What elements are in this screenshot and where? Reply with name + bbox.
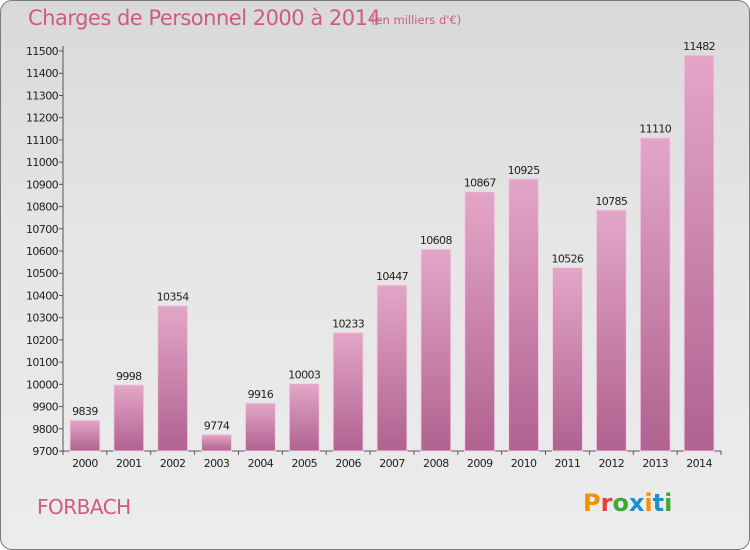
bar	[244, 402, 276, 452]
y-tick-label: 9700	[32, 445, 58, 458]
data-label: 10233	[332, 318, 365, 331]
x-tick-label: 2009	[467, 457, 493, 470]
x-tick-label: 2010	[511, 457, 537, 470]
data-label: 10785	[595, 195, 628, 208]
logo-letter: o	[612, 489, 629, 517]
bar	[508, 178, 540, 452]
bar	[551, 266, 583, 452]
proxiti-logo[interactable]: Proxiti	[583, 489, 672, 517]
y-tick-label: 10400	[26, 289, 59, 302]
x-tick-label: 2014	[686, 457, 712, 470]
x-tick-label: 2008	[423, 457, 449, 470]
y-tick-label: 11200	[26, 112, 59, 125]
y-tick-label: 11100	[26, 134, 59, 147]
y-tick-label: 9900	[32, 401, 58, 414]
logo-letter: x	[628, 489, 645, 517]
city-name: FORBACH	[37, 495, 131, 519]
logo-letter: P	[583, 489, 601, 517]
bar	[595, 209, 627, 452]
data-label: 10354	[157, 291, 190, 304]
data-label: 9839	[72, 405, 98, 418]
x-tick-label: 2002	[160, 457, 186, 470]
y-tick-label: 10200	[26, 334, 59, 347]
bar	[639, 137, 671, 452]
x-tick-label: 2001	[116, 457, 142, 470]
y-tick-label: 10500	[26, 267, 59, 280]
data-label: 10925	[508, 164, 541, 177]
y-tick-label: 11000	[26, 156, 59, 169]
bar	[332, 332, 364, 452]
x-tick-label: 2000	[72, 457, 98, 470]
x-tick-label: 2012	[599, 457, 625, 470]
y-tick-label: 10300	[26, 312, 59, 325]
y-tick-label: 10100	[26, 356, 59, 369]
y-tick-label: 10600	[26, 245, 59, 258]
y-tick-label: 11300	[26, 89, 59, 102]
bar	[464, 191, 496, 452]
bar	[113, 384, 145, 452]
data-label: 9774	[204, 420, 230, 433]
bar	[683, 54, 715, 452]
logo-letter: r	[600, 489, 613, 517]
logo-letter: t	[652, 489, 665, 517]
y-tick-label: 10800	[26, 201, 59, 214]
x-tick-label: 2007	[379, 457, 405, 470]
logo-letter: i	[664, 489, 673, 517]
x-tick-label: 2006	[335, 457, 361, 470]
data-label: 11482	[683, 40, 715, 53]
bar	[288, 383, 320, 452]
data-label: 9998	[116, 370, 142, 383]
x-tick-label: 2011	[555, 457, 581, 470]
data-label: 10608	[420, 234, 453, 247]
chart-subtitle: (en milliers d'€)	[371, 13, 462, 27]
bar	[201, 434, 233, 452]
x-tick-label: 2013	[642, 457, 668, 470]
bar	[157, 305, 189, 452]
y-tick-label: 11400	[26, 67, 59, 80]
data-label: 10526	[551, 252, 584, 265]
y-tick-label: 9800	[32, 423, 58, 436]
data-label: 10447	[376, 270, 409, 283]
logo-letter: i	[644, 489, 653, 517]
bar	[69, 419, 101, 452]
y-tick-label: 11500	[26, 45, 59, 58]
y-tick-label: 10000	[26, 378, 59, 391]
data-label: 10867	[464, 177, 497, 190]
y-tick-label: 10900	[26, 178, 59, 191]
data-label: 11110	[639, 123, 672, 136]
bar	[420, 248, 452, 452]
x-tick-label: 2004	[248, 457, 274, 470]
data-label: 10003	[288, 369, 321, 382]
y-tick-label: 10700	[26, 223, 59, 236]
x-tick-label: 2005	[291, 457, 317, 470]
chart-title: Charges de Personnel 2000 à 2014	[28, 6, 381, 30]
bar	[376, 284, 408, 452]
x-tick-label: 2003	[204, 457, 230, 470]
data-label: 9916	[248, 388, 274, 401]
